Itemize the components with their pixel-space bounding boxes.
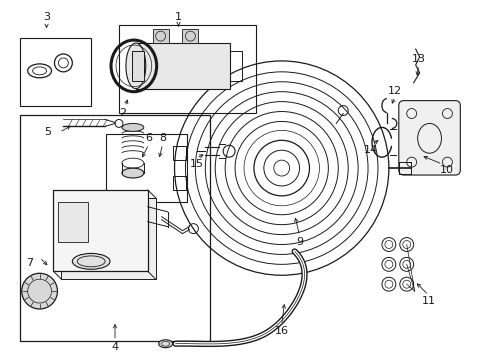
Ellipse shape (126, 43, 145, 89)
Circle shape (21, 273, 57, 309)
Bar (53, 190, 147, 271)
Text: 14: 14 (363, 145, 377, 155)
Ellipse shape (122, 123, 143, 131)
Bar (230, 51, 242, 81)
Bar (59, 202, 88, 242)
Bar (136, 43, 230, 89)
Ellipse shape (72, 253, 110, 269)
Text: 3: 3 (43, 12, 50, 22)
Bar (132, 51, 143, 81)
Bar (152, 29, 168, 43)
Text: 16: 16 (274, 326, 288, 336)
Text: 7: 7 (26, 258, 33, 268)
Text: 4: 4 (111, 342, 118, 352)
Text: 8: 8 (159, 133, 166, 143)
Bar (20, 38, 91, 105)
Bar (20, 114, 210, 341)
Ellipse shape (158, 340, 172, 348)
Bar (182, 29, 198, 43)
Ellipse shape (122, 168, 143, 178)
FancyBboxPatch shape (398, 100, 459, 175)
Bar (172, 176, 186, 190)
Bar (61, 198, 155, 279)
Text: 5: 5 (44, 127, 51, 138)
Text: 6: 6 (145, 133, 152, 143)
Bar (106, 134, 187, 202)
Text: 15: 15 (189, 159, 203, 169)
Bar (119, 25, 255, 113)
Text: 9: 9 (295, 237, 303, 247)
Text: 13: 13 (411, 54, 425, 64)
Text: 12: 12 (387, 86, 401, 96)
Text: 2: 2 (119, 108, 126, 117)
Bar (172, 146, 186, 160)
Text: 10: 10 (439, 165, 452, 175)
Text: 11: 11 (421, 296, 435, 306)
Text: 1: 1 (175, 12, 182, 22)
